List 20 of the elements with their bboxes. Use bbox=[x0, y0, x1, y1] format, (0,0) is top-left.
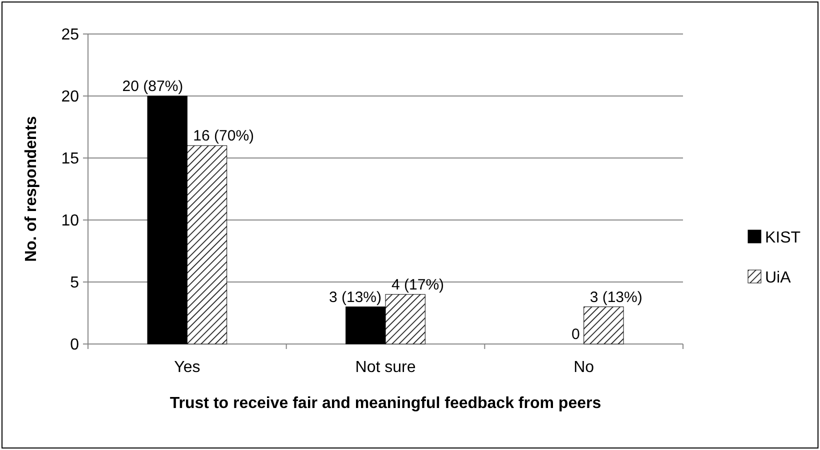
y-tick-label: 20 bbox=[61, 88, 80, 106]
legend-label: UiA bbox=[765, 270, 792, 287]
data-label: 3 (13%) bbox=[590, 288, 642, 306]
x-axis-title: Trust to receive fair and meaningful feedback from peers bbox=[170, 395, 602, 412]
data-label: 16 (70%) bbox=[193, 128, 254, 145]
y-tick-label: 15 bbox=[61, 150, 80, 168]
y-tick-label: 0 bbox=[70, 336, 80, 354]
x-tick-label: No bbox=[574, 359, 594, 376]
data-label: 20 (87%) bbox=[122, 78, 184, 95]
y-axis-title: No. of respondents bbox=[23, 116, 40, 262]
y-tick-label: 25 bbox=[61, 26, 80, 44]
x-tick-label: Yes bbox=[174, 359, 200, 376]
legend-label: KIST bbox=[765, 230, 801, 247]
bar bbox=[584, 306, 624, 344]
x-tick-label: Not sure bbox=[355, 359, 416, 376]
data-label: 0 bbox=[571, 326, 580, 343]
data-label: 3 (13%) bbox=[328, 288, 382, 306]
y-tick-label: 10 bbox=[61, 212, 80, 230]
y-tick-label: 5 bbox=[70, 274, 80, 292]
data-label: 4 (17%) bbox=[392, 276, 444, 294]
